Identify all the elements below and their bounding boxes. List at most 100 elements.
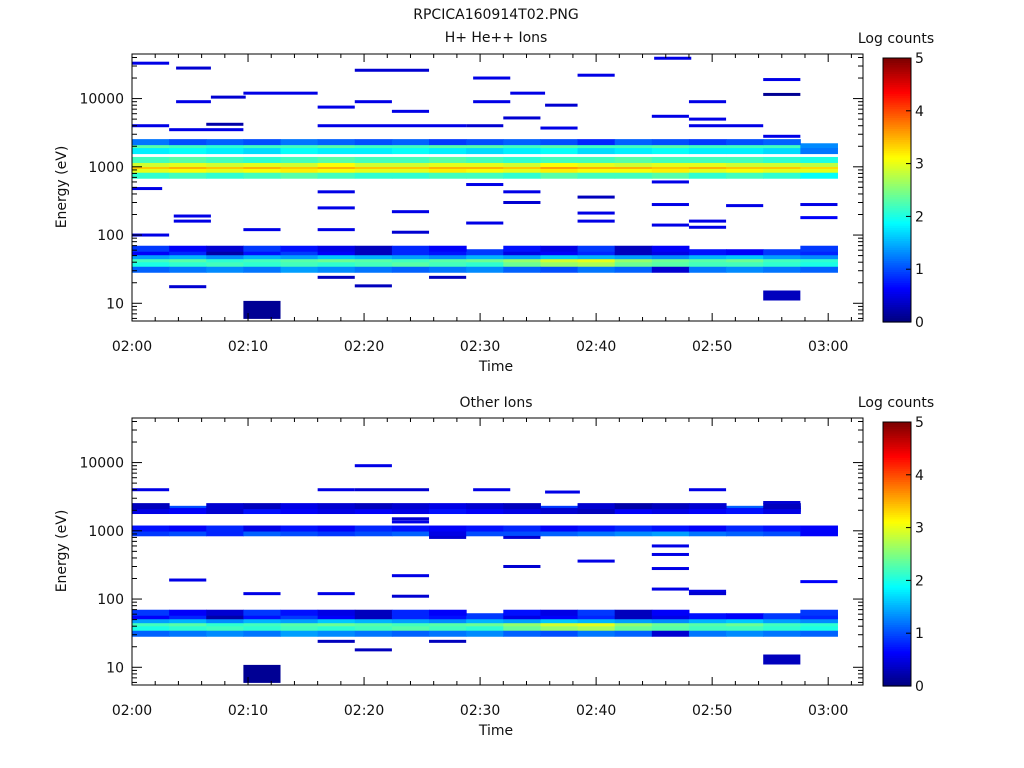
heatmap-cell (354, 245, 393, 252)
heatmap-cell (651, 139, 690, 146)
heatmap-mark (317, 592, 355, 596)
heatmap-cell (540, 160, 579, 167)
panel-h-he-ions: H+ He++ Ions 02:00 02:10 02:20 02:30 02:40 02… (54, 30, 934, 375)
heatmap-cell (317, 266, 356, 273)
heatmap-cell (169, 617, 207, 624)
heatmap-cell (169, 148, 207, 155)
heatmap-mark (173, 219, 211, 223)
heatmap-cell (280, 613, 319, 620)
colorbar-swatch (883, 523, 911, 526)
heatmap-cell (466, 626, 504, 633)
heatmap-cell (577, 503, 616, 510)
colorbar-swatch (883, 609, 911, 612)
colorbar-swatch (883, 119, 911, 123)
heatmap-cell (726, 257, 764, 264)
heatmap-mark (391, 574, 430, 578)
colorbar-swatch (883, 452, 911, 456)
heatmap-cell (688, 253, 727, 260)
heatmap-cell (132, 508, 170, 515)
heatmap-mark (354, 464, 392, 468)
heatmap-cell (354, 160, 393, 167)
heatmap-mark (243, 300, 281, 319)
colorbar-swatch (883, 260, 911, 264)
colorbar-swatch (883, 615, 911, 619)
colorbar-swatch (883, 69, 911, 72)
heatmap-mark (173, 214, 211, 218)
colorbar-swatch (883, 181, 911, 184)
heatmap-mark (577, 195, 615, 199)
heatmap-cell (132, 249, 170, 256)
colorbar-swatch (883, 560, 911, 564)
colorbar-swatch (883, 194, 911, 198)
heatmap-mark (429, 275, 467, 279)
heatmap-cell (763, 525, 801, 532)
heatmap-cell (763, 262, 801, 269)
heatmap-cell (726, 165, 764, 172)
heatmap-cell (726, 148, 764, 155)
heatmap-cell (540, 266, 579, 273)
heatmap-cell (317, 139, 356, 146)
heatmap-cell (317, 143, 356, 150)
colorbar-swatch (883, 280, 911, 283)
colorbar-swatch (883, 201, 911, 204)
heatmap-cell (206, 503, 244, 510)
heatmap-mark (577, 559, 615, 563)
heatmap-mark (317, 190, 355, 194)
heatmap-cell (169, 262, 207, 269)
heatmap-cell (243, 253, 282, 260)
colorbar-swatch (883, 624, 911, 628)
colorbar-swatch (883, 121, 911, 125)
heatmap-cell (354, 168, 393, 175)
colorbar-swatch (883, 295, 911, 299)
heatmap-cell (280, 508, 319, 515)
colorbar-swatch (883, 466, 911, 469)
heatmap-cell (503, 503, 541, 510)
heatmap-cell (206, 139, 244, 146)
colorbar-swatch (883, 174, 911, 178)
heatmap-mark (651, 552, 689, 556)
heatmap-cell (132, 621, 170, 628)
heatmap-cell (466, 165, 504, 172)
colorbar-swatch (883, 209, 911, 213)
heatmap-cell (429, 148, 467, 155)
colorbar-swatch (883, 130, 911, 134)
heatmap-cell (206, 257, 244, 264)
heatmap-cell (540, 621, 579, 628)
colorbar-swatch (883, 82, 911, 85)
heatmap-cell (243, 148, 282, 155)
heatmap-cell (688, 617, 727, 624)
colorbar-swatch (883, 479, 911, 482)
heatmap-cell (577, 148, 616, 155)
heatmap-cell (540, 148, 579, 155)
colorbar-swatch (883, 591, 911, 595)
colorbar-swatch (883, 300, 911, 303)
heatmap-cell (466, 613, 504, 620)
heatmap-cell (726, 530, 764, 537)
colorbar-swatch (883, 234, 911, 237)
heatmap-cell (354, 525, 393, 532)
heatmap-cell (503, 266, 541, 273)
colorbar-swatch (883, 271, 911, 275)
heatmap-mark (429, 535, 467, 539)
heatmap-cell (688, 613, 727, 620)
heatmap-cell (503, 621, 541, 628)
colorbar-swatch (883, 424, 911, 427)
colorbar-swatch (883, 600, 911, 603)
heatmap-cell (280, 262, 319, 269)
heatmap-cell (354, 613, 393, 620)
colorbar-swatch (883, 589, 911, 592)
heatmap-cell (688, 168, 727, 175)
heatmap-cell (688, 508, 727, 515)
colorbar-swatch (883, 441, 911, 445)
x-tick-label: 02:20 (344, 703, 384, 719)
heatmap-cell (726, 266, 764, 273)
heatmap-cell (429, 172, 467, 179)
colorbar-swatch (883, 205, 911, 209)
colorbar-swatch (883, 657, 911, 661)
heatmap-cell (243, 156, 282, 163)
heatmap-cell (577, 139, 616, 146)
heatmap-cell (466, 253, 504, 260)
heatmap-mark (473, 100, 511, 104)
colorbar-swatch (883, 170, 911, 173)
